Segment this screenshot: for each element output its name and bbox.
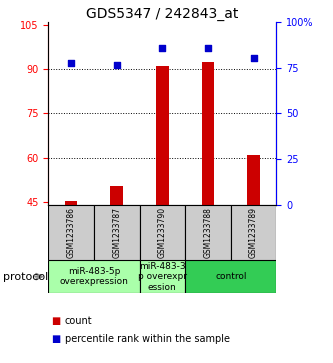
Text: GSM1233790: GSM1233790 [158,207,167,258]
Point [205,45,211,51]
Text: control: control [215,272,246,281]
Bar [48,260,140,293]
Text: ■: ■ [52,316,61,326]
Point [160,45,165,51]
Text: miR-483-3
p overexpr
ession: miR-483-3 p overexpr ession [138,262,187,291]
Text: ■: ■ [52,334,61,344]
Bar [247,155,260,205]
Bar [231,205,276,260]
Bar [201,62,214,205]
Point [251,54,256,60]
Text: GSM1233787: GSM1233787 [112,207,121,258]
Point [114,62,120,68]
Text: miR-483-5p
overexpression: miR-483-5p overexpression [60,267,128,286]
Bar [185,205,231,260]
Text: count: count [65,316,93,326]
Bar [185,260,276,293]
Bar [156,66,169,205]
Text: GSM1233788: GSM1233788 [203,207,212,258]
Text: percentile rank within the sample: percentile rank within the sample [65,334,230,344]
Bar [65,201,78,205]
Bar [48,205,94,260]
Bar [94,205,140,260]
Bar [110,186,123,205]
Bar [140,260,185,293]
Text: GSM1233789: GSM1233789 [249,207,258,258]
Bar [140,205,185,260]
Point [69,60,74,66]
Text: protocol: protocol [3,272,49,282]
Title: GDS5347 / 242843_at: GDS5347 / 242843_at [86,7,238,21]
Text: GSM1233786: GSM1233786 [67,207,76,258]
